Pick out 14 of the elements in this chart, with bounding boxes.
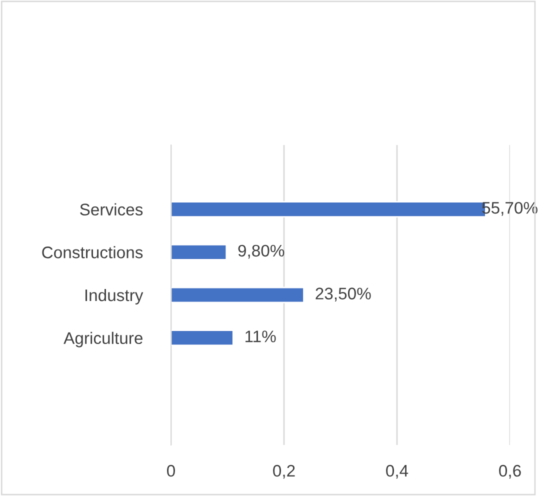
bar bbox=[171, 330, 234, 346]
data-label: 9,80% bbox=[238, 244, 284, 259]
bar bbox=[171, 244, 228, 260]
x-tick-label: 0,6 bbox=[499, 464, 521, 479]
y-tick-label: Constructions bbox=[42, 246, 143, 258]
bar bbox=[171, 286, 304, 304]
x-tick-label: 0,4 bbox=[386, 464, 408, 479]
x-tick-label: 0,2 bbox=[273, 464, 295, 479]
x-tick-label: 0 bbox=[167, 464, 175, 477]
y-tick-label: Industry bbox=[85, 288, 144, 304]
data-label: 11% bbox=[246, 330, 276, 342]
y-tick-label: Agriculture bbox=[64, 332, 142, 348]
data-label: 23,50% bbox=[316, 288, 371, 302]
y-tick-label: Services bbox=[80, 203, 143, 216]
